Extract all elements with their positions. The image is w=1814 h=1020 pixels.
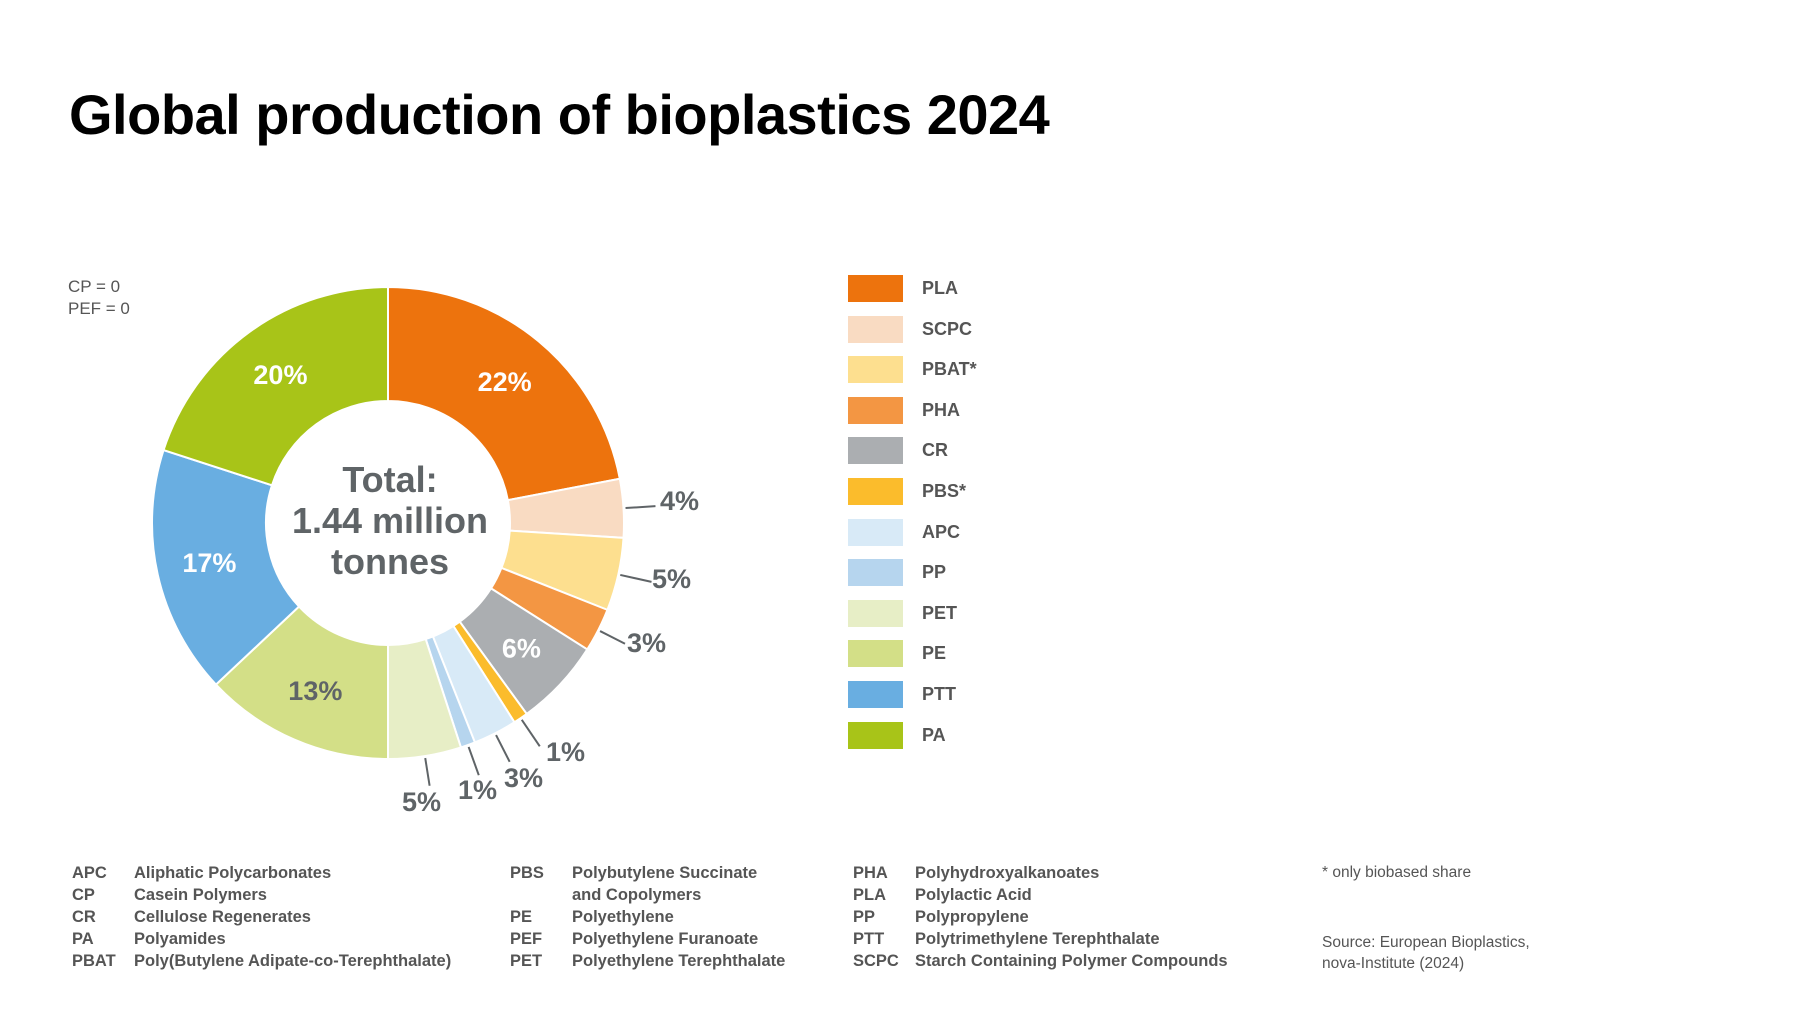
legend-item-apc: APC xyxy=(848,517,1108,547)
legend-label: PLA xyxy=(922,278,958,298)
slice-label-pha: 3% xyxy=(627,628,666,658)
abbreviation-code: PA xyxy=(72,930,94,948)
slice-label-pbs: 1% xyxy=(546,737,585,767)
legend-swatch xyxy=(848,275,903,302)
leader-line-pet xyxy=(424,757,431,786)
legend-label: PE xyxy=(922,643,947,664)
legend-swatch xyxy=(848,478,903,505)
abbreviation-definition: Polybutylene Succinate xyxy=(572,864,758,882)
slice-label-ptt: 17% xyxy=(182,548,236,578)
legend-label: PET xyxy=(922,602,958,623)
abbreviation-definition: Polyethylene Terephthalate xyxy=(572,952,786,970)
slice-pa xyxy=(162,285,389,487)
legend-label: CR xyxy=(922,440,948,461)
legend-label: PHA xyxy=(922,399,961,420)
slice-pla xyxy=(387,285,621,502)
footnote: * only biobased share xyxy=(1322,864,1472,881)
legend-label: PBAT* xyxy=(922,359,977,380)
abbreviation-definition: Polypropylene xyxy=(915,908,1029,926)
abbreviation-definition: Polyethylene Furanoate xyxy=(572,930,759,948)
abbreviation-code: APC xyxy=(72,864,107,882)
abbreviation-code: PET xyxy=(510,952,543,970)
slice-label-pp: 1% xyxy=(458,775,497,805)
legend-label: PP xyxy=(922,562,947,583)
abbreviation-code: PE xyxy=(510,908,533,926)
legend-label: PBS* xyxy=(922,481,967,501)
abbreviation-definition: Polylactic Acid xyxy=(915,886,1032,904)
abbreviation-code: PEF xyxy=(510,930,543,948)
abbreviation-definition: Aliphatic Polycarbonates xyxy=(134,864,332,882)
source-line-2: nova-Institute (2024) xyxy=(1322,955,1465,972)
abbreviation-code: SCPC xyxy=(853,952,899,970)
legend-label: PA xyxy=(922,724,946,745)
abbreviation-code: PHA xyxy=(853,864,888,882)
legend-swatch xyxy=(848,396,903,424)
abbreviation-code: PBAT xyxy=(72,952,116,970)
legend-label: PTT xyxy=(922,684,956,704)
slice-label-pbat: 5% xyxy=(652,564,691,594)
legend-swatch xyxy=(848,559,903,587)
legend-swatch xyxy=(848,721,903,749)
abbreviation-definition: Casein Polymers xyxy=(134,886,267,904)
slice-label-pa: 20% xyxy=(253,360,307,390)
leader-line-pbs xyxy=(520,719,541,747)
leader-line-apc xyxy=(495,734,511,763)
legend-item-pha: PHA xyxy=(848,395,1108,425)
slice-label-pe: 13% xyxy=(288,676,342,706)
legend-item-pp: PP xyxy=(848,557,1108,587)
leader-line-scpc xyxy=(625,505,656,510)
abbreviation-definition: Polyhydroxyalkanoates xyxy=(915,864,1100,882)
legend-item-pe: PE xyxy=(848,638,1108,668)
slice-label-scpc: 4% xyxy=(660,486,699,516)
abbreviation-code: PTT xyxy=(853,930,885,948)
legend-item-pla: PLA xyxy=(848,273,1108,303)
leader-line-pha xyxy=(599,630,626,645)
slice-ptt xyxy=(151,448,301,686)
abbreviation-definition: Polyamides xyxy=(134,930,226,948)
legend-swatch xyxy=(848,681,903,708)
note-cp: CP = 0 xyxy=(68,277,121,296)
legend-label: APC xyxy=(922,521,961,542)
legend-label: SCPC xyxy=(922,318,973,339)
abbreviation-definition: Starch Containing Polymer Compounds xyxy=(915,952,1228,970)
slice-label-cr: 6% xyxy=(502,633,541,663)
legend-item-pa: PA xyxy=(848,720,1108,750)
legend-item-pbs: PBS* xyxy=(848,476,1108,506)
slice-label-pla: 22% xyxy=(478,367,532,397)
slice-label-pet: 5% xyxy=(402,787,441,817)
legend-item-scpc: SCPC xyxy=(848,314,1108,344)
page-title: Global production of bioplastics 2024 xyxy=(69,83,1050,146)
legend-swatch xyxy=(848,315,903,343)
abbreviation-code: PBS xyxy=(510,864,544,882)
legend-swatch xyxy=(848,518,903,546)
leader-line-pp xyxy=(467,746,480,776)
abbreviation-definition: Polytrimethylene Terephthalate xyxy=(915,930,1160,948)
legend-item-ptt: PTT xyxy=(848,679,1108,709)
center-label-line: Total: xyxy=(342,459,437,500)
abbreviation-definition: and Copolymers xyxy=(572,886,702,904)
slice-label-apc: 3% xyxy=(504,763,543,793)
leader-line-pbat xyxy=(620,573,652,583)
legend-item-cr: CR xyxy=(848,435,1108,465)
legend-swatch xyxy=(848,640,903,668)
abbreviation-definition: Cellulose Regenerates xyxy=(134,908,311,926)
legend-item-pbat: PBAT* xyxy=(848,354,1108,384)
abbreviation-definition: Poly(Butylene Adipate-co-Terephthalate) xyxy=(134,952,452,970)
center-label-line: tonnes xyxy=(331,541,449,582)
center-label-line: 1.44 million xyxy=(292,500,488,541)
legend-swatch xyxy=(848,599,903,627)
abbreviation-definition: Polyethylene xyxy=(572,908,674,926)
legend-item-pet: PET xyxy=(848,598,1108,628)
legend-swatch xyxy=(848,356,903,384)
legend-swatch xyxy=(848,437,903,465)
source-line-1: Source: European Bioplastics, xyxy=(1322,934,1530,951)
abbreviation-code: PP xyxy=(853,908,876,926)
abbreviation-code: CP xyxy=(72,886,95,904)
abbreviation-code: CR xyxy=(72,908,96,926)
note-pef: PEF = 0 xyxy=(68,299,130,318)
abbreviation-code: PLA xyxy=(853,886,886,904)
